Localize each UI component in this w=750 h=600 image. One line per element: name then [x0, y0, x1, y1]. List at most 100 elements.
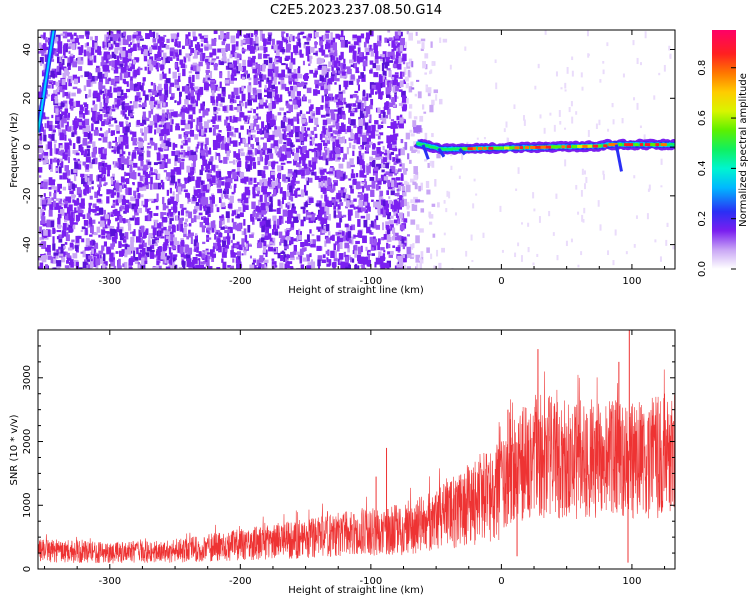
noise-cell: [125, 172, 130, 176]
noise-cell: [199, 53, 203, 62]
noise-cell: [82, 137, 88, 146]
noise-cell: [391, 97, 395, 105]
noise-cell: [145, 117, 150, 122]
noise-cell: [134, 196, 138, 201]
noise-cell: [265, 105, 269, 109]
noise-cell: [289, 99, 293, 102]
noise-cell: [204, 46, 209, 51]
noise-cell: [89, 195, 93, 200]
noise-cell: [556, 255, 559, 261]
noise-cell: [64, 108, 69, 114]
noise-cell: [366, 213, 371, 221]
noise-cell: [81, 120, 86, 126]
noise-cell: [272, 265, 275, 269]
noise-cell: [375, 129, 379, 133]
noise-cell: [238, 141, 241, 146]
noise-cell: [183, 224, 189, 227]
noise-cell: [416, 125, 422, 133]
noise-cell: [436, 249, 439, 257]
noise-cell: [76, 187, 81, 196]
noise-cell: [239, 87, 244, 94]
noise-cell: [183, 151, 189, 158]
noise-cell: [195, 254, 200, 257]
noise-cell: [428, 211, 432, 218]
noise-cell: [295, 36, 299, 39]
noise-cell: [296, 91, 301, 96]
noise-cell: [315, 203, 321, 207]
noise-cell: [229, 195, 234, 203]
noise-cell: [399, 45, 404, 52]
noise-cell: [124, 207, 129, 213]
noise-cell: [122, 46, 126, 52]
noise-cell: [221, 205, 226, 210]
noise-cell: [329, 236, 334, 240]
noise-cell: [659, 256, 662, 262]
noise-cell: [132, 170, 135, 173]
noise-cell: [178, 95, 182, 104]
noise-cell: [335, 94, 339, 102]
noise-cell: [189, 82, 194, 89]
noise-cell: [104, 224, 108, 229]
noise-cell: [139, 38, 144, 41]
noise-cell: [106, 233, 111, 240]
carrier-peak-cell: [582, 144, 589, 148]
noise-cell: [406, 182, 410, 187]
noise-cell: [257, 53, 262, 60]
noise-cell: [322, 119, 328, 126]
noise-cell: [237, 261, 242, 269]
noise-cell: [327, 158, 333, 162]
noise-cell: [339, 257, 343, 264]
noise-cell: [132, 45, 137, 52]
noise-cell: [94, 35, 98, 41]
noise-cell: [121, 102, 125, 109]
noise-cell: [532, 192, 535, 199]
noise-cell: [126, 81, 129, 87]
noise-cell: [206, 183, 211, 190]
noise-cell: [266, 129, 269, 133]
noise-cell: [443, 232, 446, 236]
noise-cell: [149, 64, 154, 71]
noise-cell: [387, 212, 392, 220]
noise-cell: [296, 99, 301, 105]
noise-cell: [225, 211, 230, 218]
noise-cell: [251, 201, 256, 209]
noise-cell: [284, 247, 287, 251]
noise-cell: [138, 207, 142, 214]
noise-cell: [77, 136, 80, 144]
noise-cell: [166, 122, 171, 129]
noise-cell: [394, 74, 399, 79]
noise-cell: [51, 267, 54, 269]
noise-cell: [58, 158, 64, 163]
noise-cell: [309, 229, 312, 234]
noise-cell: [157, 255, 162, 261]
noise-cell: [390, 201, 393, 210]
noise-cell: [203, 197, 209, 205]
noise-cell: [252, 186, 256, 195]
noise-cell: [328, 182, 333, 189]
noise-cell: [220, 143, 226, 150]
noise-cell: [91, 240, 95, 246]
noise-cell: [402, 254, 408, 259]
noise-cell: [190, 236, 193, 245]
noise-cell: [363, 193, 369, 198]
noise-cell: [97, 71, 103, 79]
noise-cell: [308, 63, 311, 67]
noise-cell: [170, 169, 175, 178]
noise-cell: [425, 86, 428, 89]
noise-cell: [289, 77, 294, 82]
noise-cell: [293, 104, 298, 110]
noise-cell: [225, 43, 231, 51]
noise-cell: [359, 185, 365, 189]
noise-cell: [376, 40, 382, 47]
noise-cell: [357, 47, 361, 55]
noise-cell: [55, 108, 59, 115]
noise-cell: [360, 33, 365, 39]
noise-cell: [337, 243, 340, 252]
noise-cell: [622, 73, 625, 78]
noise-cell: [169, 211, 173, 217]
noise-cell: [102, 64, 108, 72]
noise-cell: [272, 224, 277, 230]
noise-cell: [330, 157, 336, 161]
noise-cell: [179, 204, 184, 209]
noise-cell: [261, 264, 265, 269]
